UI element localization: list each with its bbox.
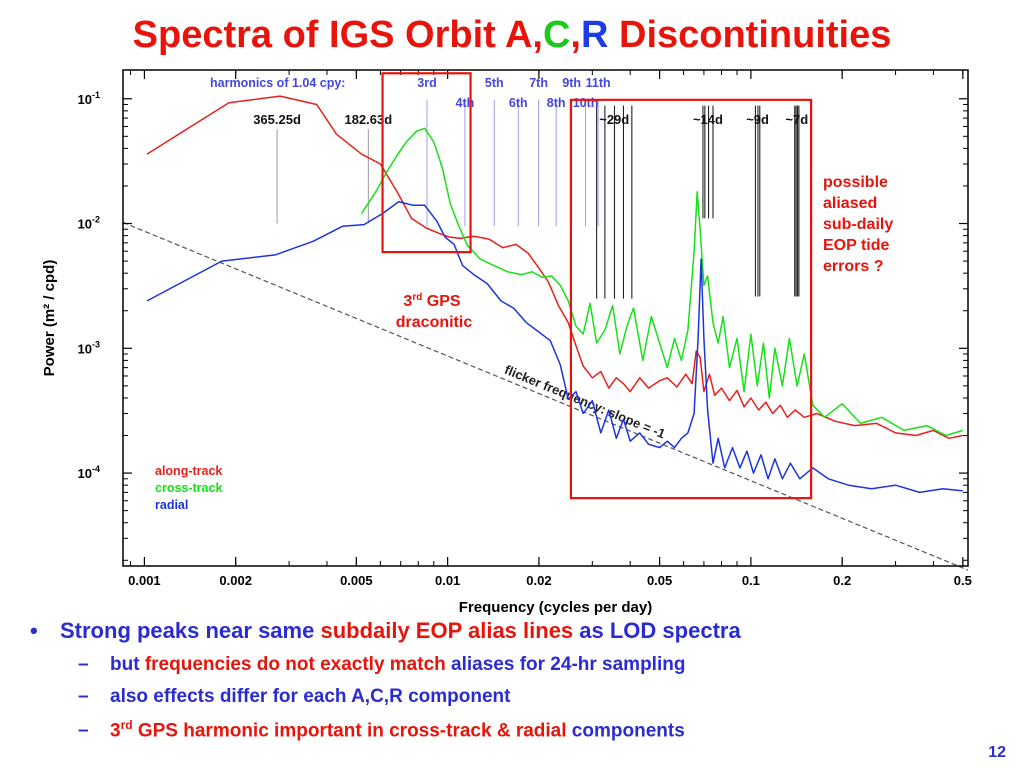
flicker-label: flicker frequency: slope = -1	[502, 362, 667, 441]
x-tick-label: 0.05	[647, 573, 672, 588]
y-tick-label: 10-4	[78, 464, 100, 481]
x-tick-label: 0.002	[219, 573, 252, 588]
bullet-dot-icon: •	[30, 618, 38, 643]
bullet-sub-1: – but frequencies do not exactly match a…	[78, 654, 686, 675]
dash-icon: –	[78, 654, 89, 675]
harmonic-label: 8th	[547, 96, 566, 110]
harmonic-label: 5th	[485, 76, 504, 90]
x-tick-label: 0.5	[954, 573, 972, 588]
x-tick-label: 0.001	[128, 573, 161, 588]
dash-icon: –	[78, 720, 89, 742]
x-tick-label: 0.1	[742, 573, 760, 588]
highlight-box-1	[381, 72, 472, 254]
highlight-box-2	[569, 98, 813, 500]
harmonic-label: 10th	[573, 96, 599, 110]
x-axis-label: Frequency (cycles per day)	[459, 599, 652, 616]
period-label: 182.63d	[344, 112, 392, 127]
y-tick-label: 10-3	[78, 339, 100, 356]
x-tick-label: 0.2	[833, 573, 851, 588]
eop-annotation-line: EOP tide	[823, 237, 889, 254]
bullet-sub-3: – 3rd GPS harmonic important in cross-tr…	[78, 718, 685, 742]
x-tick-label: 0.01	[435, 573, 460, 588]
bullet-main: • Strong peaks near same subdaily EOP al…	[30, 618, 741, 643]
eop-annotation-line: sub-daily	[823, 216, 893, 233]
series-line-radial	[146, 200, 963, 494]
y-axis-label: Power (m² / cpd)	[41, 260, 58, 377]
x-tick-label: 0.005	[340, 573, 373, 588]
alias-label: ~7d	[785, 112, 808, 127]
harmonic-label: 3rd	[417, 76, 436, 90]
legend-entry: cross-track	[155, 481, 222, 495]
harmonic-label: 11th	[586, 76, 611, 90]
eop-annotation-line: aliased	[823, 195, 877, 212]
alias-label: ~29d	[599, 112, 629, 127]
page-number: 12	[988, 744, 1006, 761]
gps-annotation-line2: draconitic	[396, 314, 473, 331]
bullet-list: • Strong peaks near same subdaily EOP al…	[30, 618, 990, 742]
y-tick-label: 10-2	[78, 215, 100, 232]
bullet-sub-2: – also effects differ for each A,C,R com…	[78, 686, 511, 707]
legend-entry: radial	[155, 498, 188, 512]
series-line-cross-track	[360, 127, 964, 437]
harmonic-label: 7th	[529, 76, 548, 90]
harmonics-header: harmonics of 1.04 cpy:	[210, 76, 345, 90]
eop-annotation-line: possible	[823, 174, 888, 191]
plot-frame	[122, 69, 969, 567]
alias-label: ~14d	[693, 112, 723, 127]
period-label: 365.25d	[253, 112, 301, 127]
x-tick-label: 0.02	[526, 573, 551, 588]
y-tick-label: 10-1	[78, 90, 100, 107]
eop-annotation-line: errors ?	[823, 258, 883, 275]
gps-annotation-line1: 3rd GPS	[403, 292, 460, 310]
legend-entry: along-track	[155, 464, 222, 478]
harmonic-label: 6th	[509, 96, 528, 110]
flicker-line	[122, 221, 969, 571]
alias-label: ~9d	[746, 112, 769, 127]
series-line-along-track	[146, 95, 963, 440]
spectra-chart: flicker frequency: slope = -1 0.001 0.002…	[41, 69, 972, 616]
slide-title: Spectra of IGS Orbit A,C,R Discontinuiti…	[132, 14, 892, 56]
dash-icon: –	[78, 686, 89, 707]
harmonic-label: 9th	[562, 76, 581, 90]
